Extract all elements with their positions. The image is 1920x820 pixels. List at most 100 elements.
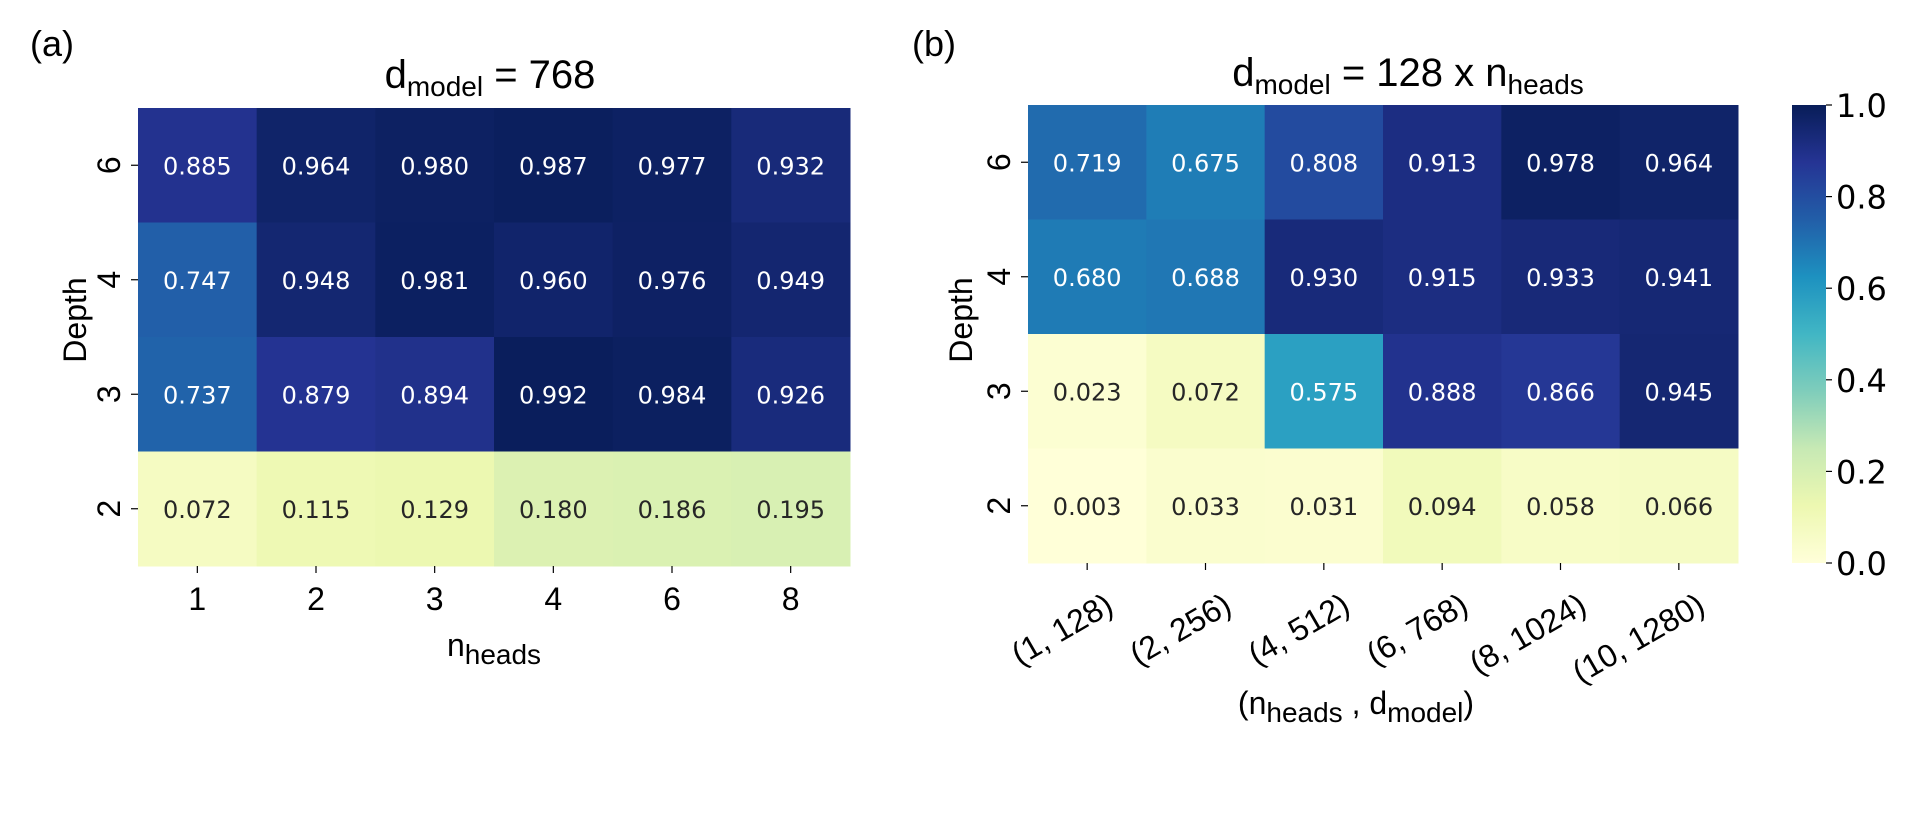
cell-value-r3-c0: 0.003 [1053,493,1122,521]
heatmap-cell-r2-c2 [375,337,495,452]
cell-value-r2-c2: 0.894 [400,381,469,409]
x-tick-label-0: (1, 128) [1005,586,1119,672]
cell-value-r3-c4: 0.058 [1526,493,1595,521]
panel-a-cells: 0.885 0.964 0.980 0.987 0.977 0.932 0.747 0.948… [138,108,851,567]
cell-value-r2-c1: 0.879 [282,381,351,409]
heatmap-cell-r3-c0 [138,451,258,567]
cell-value-r3-c3: 0.180 [519,496,588,524]
colorbar: 0.0 0.2 0.4 0.6 0.8 1.0 [1792,87,1887,583]
heatmap-cell-r0-c5 [731,108,851,223]
heatmap-cell-r1-c3 [494,222,614,338]
cell-value-r3-c5: 0.066 [1644,493,1713,521]
heatmap-cell-r1-c3 [1383,219,1502,335]
heatmap-cell-r2-c5 [1619,334,1739,449]
cell-value-r1-c4: 0.976 [638,267,707,295]
cell-value-r1-c1: 0.688 [1171,264,1240,292]
panel-a-x-axis-label: nheads [447,627,541,670]
heatmap-cell-r2-c3 [1383,334,1502,449]
panel-b-y-axis-label: Depth [943,277,979,362]
heatmap-cell-r0-c1 [1146,105,1266,220]
heatmap-cell-r3-c5 [1619,448,1739,564]
cell-value-r3-c3: 0.094 [1408,493,1477,521]
x-tick-label-4: 6 [663,581,681,617]
heatmap-cell-r0-c2 [1264,105,1384,220]
y-tick-label-0: 6 [981,153,1017,171]
heatmap-cell-r1-c2 [1264,219,1384,335]
x-tick-label-5: (10, 1280) [1566,586,1710,690]
y-tick-label-1: 4 [981,268,1017,286]
heatmap-cell-r1-c1 [1146,219,1266,335]
cell-value-r2-c3: 0.992 [519,381,588,409]
heatmap-cell-r0-c0 [138,108,258,223]
heatmap-cell-r3-c2 [1264,448,1384,564]
cell-value-r1-c3: 0.915 [1408,264,1477,292]
x-tick-label-1: 2 [307,581,325,617]
panel-b: (b) dmodel = 128 x nheads 0.719 0.675 0.80… [912,23,1739,728]
y-tick-label-3: 2 [981,497,1017,515]
heatmap-cell-r0-c3 [1383,105,1502,220]
x-tick-label-2: (4, 512) [1242,586,1356,672]
colorbar-tick-label-1: 0.2 [1836,453,1887,491]
heatmap-cell-r2-c4 [1501,334,1621,449]
heatmap-cell-r2-c3 [494,337,614,452]
cell-value-r0-c3: 0.913 [1408,149,1477,177]
heatmap-cell-r2-c5 [731,337,851,452]
cell-value-r0-c1: 0.675 [1171,149,1240,177]
heatmap-cell-r3-c1 [256,451,376,567]
cell-value-r2-c1: 0.072 [1171,378,1240,406]
cell-value-r0-c2: 0.980 [400,152,469,180]
cell-value-r2-c3: 0.888 [1408,378,1477,406]
heatmap-cell-r1-c5 [731,222,851,338]
cell-value-r2-c0: 0.023 [1053,378,1122,406]
colorbar-tick-label-0: 0.0 [1836,545,1887,583]
cell-value-r3-c5: 0.195 [756,496,825,524]
heatmap-cell-r1-c2 [375,222,495,338]
cell-value-r1-c2: 0.981 [400,267,469,295]
colorbar-tick-label-3: 0.6 [1836,270,1887,308]
cell-value-r2-c0: 0.737 [163,381,232,409]
colorbar-tick-label-4: 0.8 [1836,179,1887,217]
y-tick-label-2: 3 [91,385,127,403]
cell-value-r0-c4: 0.978 [1526,149,1595,177]
cell-value-r3-c1: 0.115 [282,496,351,524]
panel-b-label: (b) [912,23,956,64]
panel-a-y-axis-label: Depth [57,277,93,362]
heatmap-cell-r0-c1 [256,108,376,223]
heatmap-cell-r3-c1 [1146,448,1266,564]
heatmap-cell-r3-c4 [1501,448,1621,564]
cell-value-r0-c0: 0.885 [163,152,232,180]
heatmap-cell-r1-c1 [256,222,376,338]
cell-value-r0-c1: 0.964 [282,152,351,180]
heatmap-cell-r2-c1 [1146,334,1266,449]
panel-b-cells: 0.719 0.675 0.808 0.913 0.978 0.964 0.680 0.688… [1028,105,1739,564]
cell-value-r2-c4: 0.984 [638,381,707,409]
panel-a-label: (a) [30,23,74,64]
cell-value-r0-c5: 0.932 [756,152,825,180]
cell-value-r0-c4: 0.977 [638,152,707,180]
heatmap-cell-r3-c5 [731,451,851,567]
heatmap-cell-r0-c2 [375,108,495,223]
cell-value-r1-c0: 0.747 [163,267,232,295]
heatmap-cell-r3-c3 [494,451,614,567]
heatmap-cell-r0-c3 [494,108,614,223]
heatmap-cell-r0-c4 [1501,105,1621,220]
cell-value-r3-c2: 0.129 [400,496,469,524]
colorbar-tick-label-2: 0.4 [1836,362,1887,400]
cell-value-r2-c5: 0.926 [756,381,825,409]
x-tick-label-2: 3 [426,581,444,617]
x-tick-label-0: 1 [188,581,206,617]
panel-a: (a) dmodel = 768 0.885 0.964 0.980 0.987 0.9… [30,23,851,670]
heatmap-cell-r2-c0 [138,337,258,452]
x-tick-label-3: (6, 768) [1360,586,1474,672]
cell-value-r3-c4: 0.186 [638,496,707,524]
heatmap-cell-r3-c3 [1383,448,1502,564]
panel-b-x-axis-label: (nheads , dmodel) [1238,685,1474,728]
panel-a-title: dmodel = 768 [385,53,596,102]
cell-value-r0-c0: 0.719 [1053,149,1122,177]
cell-value-r3-c1: 0.033 [1171,493,1240,521]
cell-value-r3-c2: 0.031 [1289,493,1358,521]
y-tick-label-0: 6 [91,156,127,174]
heatmap-cell-r0-c5 [1619,105,1739,220]
heatmap-cell-r1-c0 [138,222,258,338]
